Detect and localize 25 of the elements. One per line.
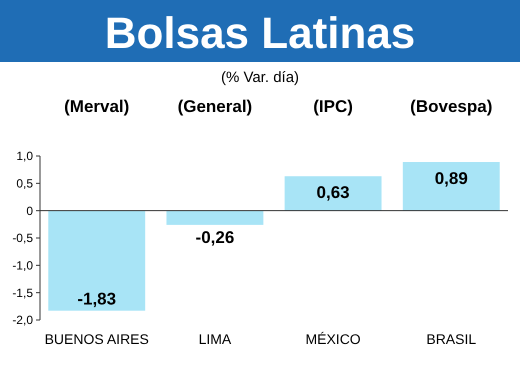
y-tick-label: -1,0 xyxy=(12,258,34,273)
bar xyxy=(166,210,264,225)
text: (Merval) xyxy=(64,97,130,116)
data-label: 0,63 xyxy=(316,183,350,202)
x-tick-label: MÉXICO xyxy=(305,331,361,347)
bar xyxy=(284,176,382,211)
x-tick-label: LIMA xyxy=(198,331,232,347)
x-tick-label: BUENOS AIRES xyxy=(44,331,149,347)
x-tick-label: BRASIL xyxy=(426,331,476,347)
data-label: 0,89 xyxy=(434,169,468,188)
bar xyxy=(402,162,500,211)
text: (Bovespa) xyxy=(410,97,492,116)
y-tick-label: 0,5 xyxy=(16,176,34,191)
bar xyxy=(48,210,146,311)
y-tick-label: 1,0 xyxy=(16,149,34,164)
chart-subtitle: (% Var. día) xyxy=(220,69,300,86)
text: (General) xyxy=(178,97,252,116)
y-tick-label: 0 xyxy=(26,204,34,218)
y-tick-label: -2,0 xyxy=(12,313,34,328)
text: (IPC) xyxy=(313,97,353,116)
data-label: -1,83 xyxy=(77,290,116,309)
data-label: -0,26 xyxy=(196,228,234,247)
y-tick-label: -0,5 xyxy=(12,231,34,246)
y-tick-label: -1,5 xyxy=(12,286,34,300)
chart-title: Bolsas Latinas xyxy=(104,9,416,58)
